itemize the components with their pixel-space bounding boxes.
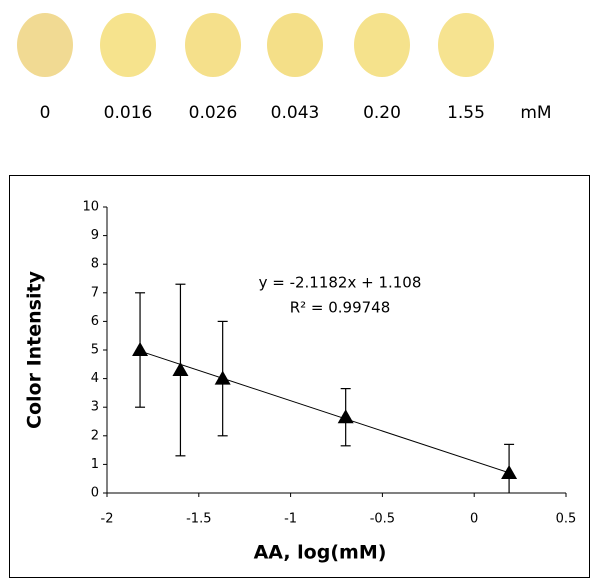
x-tick-label: -1 (284, 512, 297, 527)
spot-label: 1.55 (447, 103, 485, 123)
trendline (139, 350, 510, 474)
y-tick-label: 10 (82, 200, 99, 215)
spot-label: 0 (40, 103, 51, 123)
marker (337, 409, 354, 424)
y-tick-label: 3 (91, 400, 99, 415)
spot-label: 0.043 (271, 103, 320, 123)
spot (17, 13, 73, 77)
marker (172, 362, 189, 377)
y-tick-label: 5 (91, 343, 99, 358)
spot (267, 13, 323, 77)
plot-area (132, 283, 518, 493)
x-tick-label: 0.5 (556, 512, 577, 527)
y-tick-label: 0 (91, 486, 99, 501)
x-tick-label: -2 (101, 512, 114, 527)
chart-border (9, 175, 590, 578)
y-axis-label: Color Intensity (24, 270, 46, 429)
spot (438, 13, 494, 77)
spot-label: 0.026 (189, 103, 238, 123)
trendline-equation: y = -2.1182x + 1.108 (259, 274, 422, 292)
y-tick-label: 1 (91, 457, 99, 472)
spot (100, 13, 156, 77)
marker (132, 342, 149, 356)
spot (354, 13, 410, 77)
y-tick-label: 6 (91, 314, 99, 329)
y-tick-label: 7 (91, 285, 99, 300)
x-tick-label: 0 (470, 512, 478, 527)
spot-label: 0.20 (363, 103, 401, 123)
y-tick-label: 9 (91, 228, 99, 243)
marker (501, 464, 518, 479)
spot (185, 13, 241, 77)
x-tick-label: -0.5 (370, 512, 395, 527)
y-tick-label: 2 (91, 428, 99, 443)
trendline-r2: R² = 0.99748 (290, 299, 391, 317)
y-tick-label: 8 (91, 257, 99, 272)
y-tick-label: 4 (91, 371, 99, 386)
marker (214, 370, 231, 385)
x-tick-label: -1.5 (186, 512, 211, 527)
unit-label: mM (520, 103, 551, 123)
spot-label: 0.016 (104, 103, 153, 123)
x-axis-label: AA, log(mM) (254, 542, 387, 564)
